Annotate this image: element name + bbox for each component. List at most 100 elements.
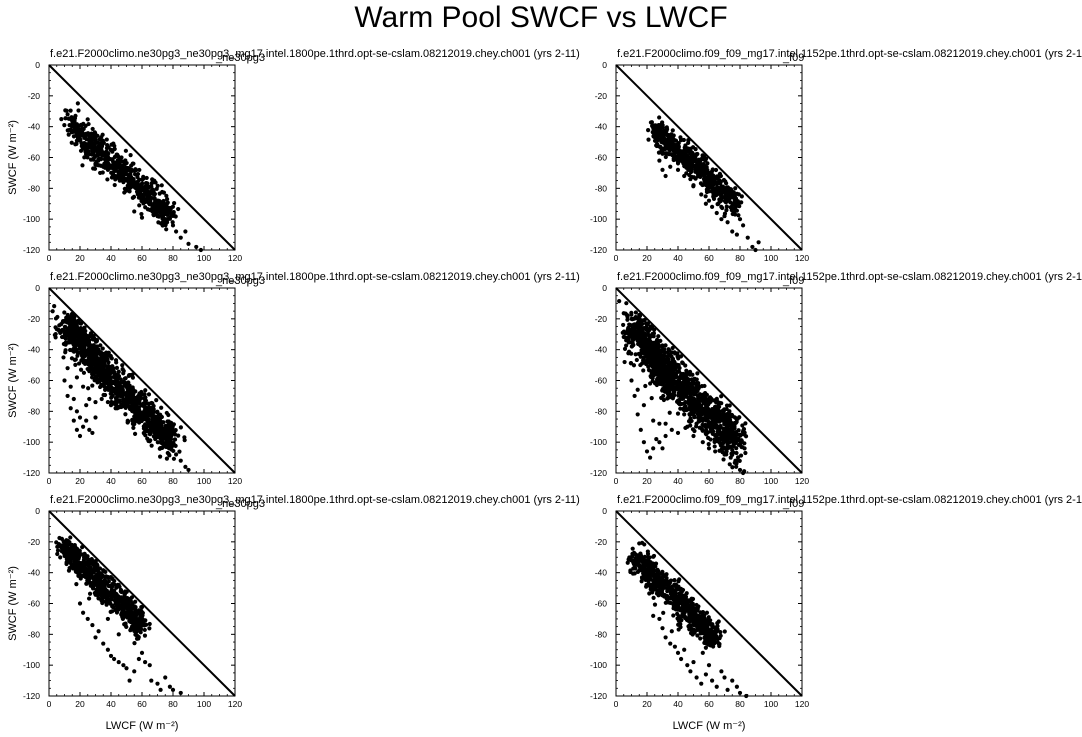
data-point — [126, 602, 131, 607]
data-point — [85, 117, 90, 122]
data-point — [689, 384, 694, 389]
data-point — [98, 343, 103, 348]
data-point — [649, 350, 654, 355]
data-point — [731, 210, 736, 216]
data-point — [94, 369, 99, 374]
data-point — [734, 208, 740, 213]
data-point — [155, 409, 160, 414]
data-point — [160, 428, 165, 433]
data-point — [97, 137, 102, 142]
data-point — [106, 363, 111, 369]
x-tick-label: 60 — [704, 476, 714, 486]
data-point — [74, 409, 79, 414]
data-point — [94, 339, 99, 344]
data-point — [694, 164, 700, 170]
data-point — [663, 433, 668, 439]
data-point — [123, 176, 129, 182]
data-point — [144, 622, 149, 627]
data-point — [106, 161, 111, 166]
data-point — [74, 582, 79, 587]
data-point — [652, 381, 658, 386]
y-tick-label: 0 — [35, 506, 40, 516]
data-point — [155, 433, 160, 439]
data-point — [144, 192, 150, 197]
overlay-text: _f09 — [782, 52, 804, 64]
x-tick-label: 60 — [137, 699, 147, 709]
data-point — [194, 244, 199, 250]
data-point — [706, 402, 711, 407]
data-point — [695, 371, 700, 376]
data-point — [149, 181, 154, 186]
data-point — [734, 232, 740, 237]
data-point — [62, 378, 67, 383]
data-point — [625, 314, 630, 319]
data-point — [106, 381, 111, 387]
data-point — [731, 195, 736, 200]
data-point — [92, 130, 97, 135]
data-point — [95, 133, 100, 138]
data-point — [76, 108, 81, 113]
data-point — [118, 404, 124, 410]
data-point — [87, 591, 93, 596]
reference-line — [48, 287, 236, 474]
data-point — [174, 452, 179, 457]
data-point — [86, 348, 91, 353]
data-point — [68, 108, 73, 113]
data-point — [726, 445, 731, 450]
data-point — [131, 161, 136, 166]
data-point — [655, 337, 660, 342]
data-point — [631, 342, 636, 347]
data-point — [68, 535, 73, 540]
data-point — [137, 410, 142, 415]
data-point — [90, 622, 95, 628]
data-point — [641, 358, 646, 363]
data-point — [167, 423, 173, 428]
data-point — [657, 368, 663, 373]
data-point — [651, 127, 657, 132]
data-point — [638, 344, 644, 349]
data-point — [737, 438, 743, 443]
data-point — [672, 351, 678, 356]
data-point — [722, 452, 727, 457]
y-tick-label: 0 — [602, 60, 607, 70]
data-point — [633, 336, 638, 341]
data-point — [87, 427, 92, 432]
data-point — [716, 201, 721, 206]
data-point — [693, 147, 698, 152]
data-point — [115, 383, 120, 388]
data-point — [85, 616, 90, 622]
data-point — [147, 626, 152, 631]
data-point — [722, 213, 727, 219]
data-point — [70, 313, 75, 318]
data-point — [167, 684, 172, 689]
data-point — [161, 190, 167, 195]
data-point — [699, 416, 704, 421]
data-point — [105, 167, 110, 172]
y-tick-label: -100 — [23, 660, 40, 670]
data-point — [734, 464, 739, 469]
data-point — [721, 457, 726, 462]
x-tick-label: 100 — [197, 699, 211, 709]
data-point — [99, 396, 104, 402]
data-point — [649, 120, 654, 125]
data-point — [125, 172, 130, 177]
data-point — [143, 405, 149, 410]
data-point — [682, 160, 687, 165]
data-point — [86, 386, 91, 391]
data-point — [745, 235, 750, 240]
data-point — [53, 335, 58, 340]
data-point — [636, 328, 641, 333]
data-point — [695, 171, 700, 176]
page-title: Warm Pool SWCF vs LWCF — [354, 1, 728, 34]
y-tick-label: -40 — [28, 568, 41, 578]
data-point — [176, 433, 181, 438]
data-point — [162, 205, 167, 210]
data-point — [670, 128, 675, 133]
data-point — [740, 423, 745, 428]
data-point — [178, 690, 183, 696]
data-point — [106, 579, 111, 584]
data-point — [732, 420, 737, 426]
reference-line — [615, 64, 803, 251]
data-point — [71, 418, 76, 423]
data-point — [670, 345, 675, 351]
